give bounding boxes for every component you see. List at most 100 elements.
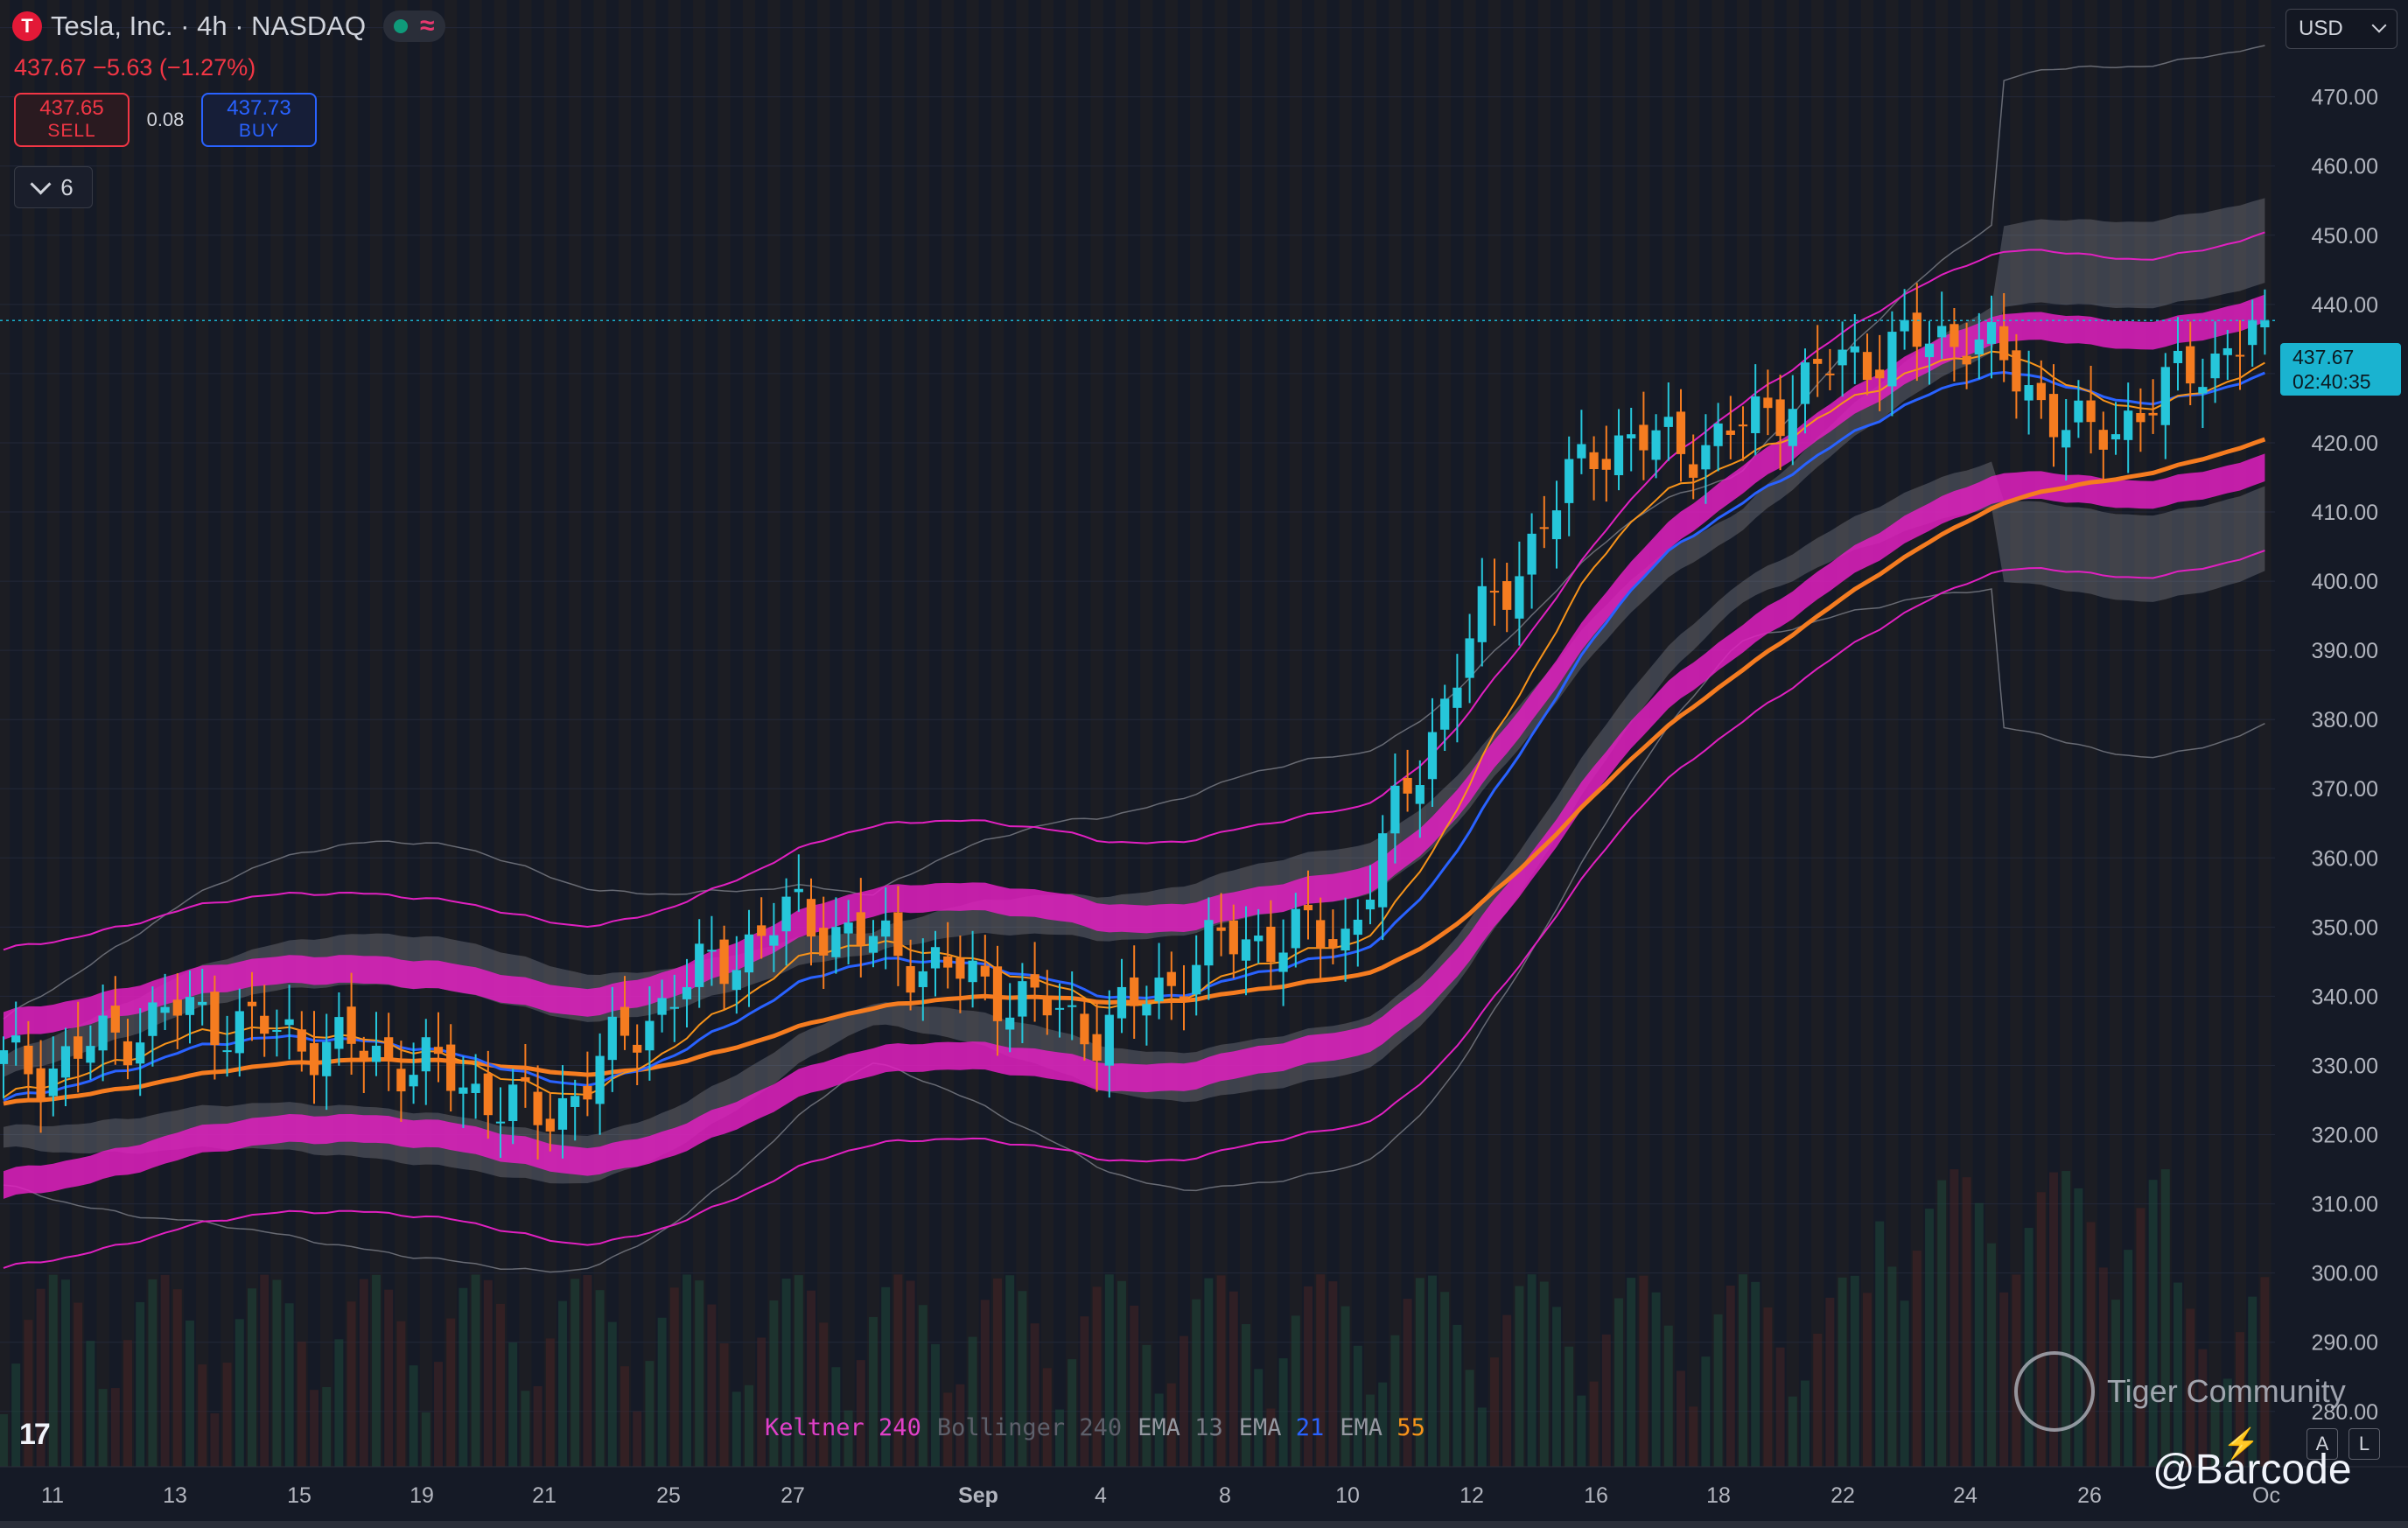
volume-bar (1937, 1180, 1947, 1467)
candle-body (1018, 981, 1027, 1017)
candle-body (1713, 423, 1723, 446)
market-status-pill[interactable]: ≈ (383, 11, 445, 42)
volume-bar (1366, 1394, 1375, 1467)
volume-bar (545, 1338, 555, 1467)
indicator-legend[interactable]: Keltner 240 Bollinger 240 EMA 13 EMA 21 EMA … (765, 1414, 1425, 1441)
buy-button[interactable]: 437.73 BUY (201, 93, 317, 147)
candle-body (1340, 929, 1350, 951)
candle-body (1875, 369, 1885, 379)
candle-body (60, 1046, 71, 1078)
candle-body (1228, 920, 1238, 955)
session-stripe (1811, 0, 1824, 1467)
auto-scale-button[interactable]: A (2306, 1428, 2338, 1460)
y-tick-label: 400.00 (2312, 570, 2378, 594)
legend-value: 240 (864, 1414, 921, 1441)
session-stripe (1463, 0, 1476, 1467)
volume-bar (384, 1289, 394, 1467)
session-stripe (990, 0, 1004, 1467)
candle-body (2048, 394, 2059, 438)
candle-body (1353, 919, 1362, 936)
tesla-logo-icon: T (12, 11, 42, 41)
log-scale-button[interactable]: L (2348, 1428, 2380, 1460)
legend-item-2[interactable]: EMA 13 (1138, 1414, 1223, 1441)
volume-bar (893, 1274, 903, 1467)
candle-body (844, 922, 853, 934)
volume-bar (61, 1279, 70, 1467)
volume-bar (1515, 1286, 1524, 1467)
legend-item-1[interactable]: Bollinger 240 (937, 1414, 1122, 1441)
volume-bar (633, 1411, 642, 1467)
session-stripe (1886, 0, 1899, 1467)
candle-body (2210, 353, 2220, 379)
bar-countdown: 02:40:35 (2292, 370, 2371, 393)
volume-bar (1739, 1274, 1747, 1467)
candle-body (1589, 452, 1599, 470)
session-stripe (792, 0, 805, 1467)
candle-body (1204, 920, 1214, 966)
candle-body (297, 1029, 306, 1052)
candle-body (1104, 1014, 1114, 1066)
candle-body (1701, 445, 1711, 470)
volume-bar (781, 1279, 791, 1467)
x-tick-label: 10 (1335, 1483, 1360, 1508)
session-stripe (693, 0, 706, 1467)
indicators-collapse-button[interactable]: 6 (14, 166, 93, 208)
candle-body (2024, 385, 2034, 401)
session-stripe (2159, 0, 2172, 1467)
candle-body (1912, 312, 1922, 347)
candle-body (508, 1084, 518, 1122)
candle-body (0, 1050, 9, 1064)
price-axis-background (2275, 0, 2408, 1467)
y-tick-label: 330.00 (2312, 1054, 2378, 1078)
session-stripe (1662, 0, 1675, 1467)
candle-body (1539, 527, 1549, 529)
legend-item-0[interactable]: Keltner 240 (765, 1414, 921, 1441)
sell-button[interactable]: 437.65 SELL (14, 93, 130, 147)
volume-bar (1863, 1293, 1872, 1467)
lightning-icon[interactable]: ⚡ (2222, 1427, 2260, 1461)
tradingview-logo-icon[interactable]: 17 (19, 1418, 51, 1451)
candle-body (1179, 996, 1189, 1003)
legend-item-4[interactable]: EMA 55 (1340, 1414, 1425, 1441)
x-tick-label: 8 (1219, 1483, 1231, 1508)
y-tick-label: 440.00 (2312, 293, 2378, 318)
volume-bar (918, 1305, 928, 1467)
volume-bar (745, 1384, 753, 1467)
candle-body (210, 992, 220, 1046)
candle-body (633, 1044, 642, 1053)
volume-bar (769, 1300, 779, 1467)
currency-select[interactable]: USD (2286, 9, 2398, 49)
session-stripe (842, 0, 855, 1467)
session-stripe (444, 0, 458, 1467)
volume-bar (74, 1302, 83, 1467)
volume-bar (1192, 1299, 1201, 1467)
x-tick-label: 4 (1095, 1483, 1107, 1508)
volume-bar (1092, 1286, 1102, 1467)
volume-bar (2036, 1192, 2046, 1467)
volume-bar (931, 1343, 940, 1467)
tiger-logo-icon (2014, 1351, 2095, 1432)
candle-body (36, 1068, 46, 1099)
session-stripe (2134, 0, 2147, 1467)
session-stripe (668, 0, 681, 1467)
volume-bar (1490, 1357, 1499, 1467)
candle-body (1241, 939, 1251, 961)
volume-bar (1825, 1297, 1835, 1467)
y-tick-label: 380.00 (2312, 708, 2378, 732)
trade-panel: 437.65 SELL 0.08 437.73 BUY (14, 93, 317, 147)
candle-body (1216, 927, 1226, 931)
candle-body (1862, 352, 1872, 381)
volume-bar (1676, 1370, 1685, 1467)
volume-bar (807, 1290, 816, 1467)
candle-body (24, 1045, 33, 1075)
candle-body (1676, 411, 1686, 454)
candle-body (2124, 410, 2133, 440)
legend-item-3[interactable]: EMA 21 (1239, 1414, 1325, 1441)
symbol-title[interactable]: Tesla, Inc. · 4h · NASDAQ (51, 11, 367, 41)
y-tick-label: 280.00 (2312, 1400, 2378, 1425)
legend-name: Keltner (765, 1414, 864, 1441)
candle-body (1068, 1005, 1077, 1007)
volume-bar (1228, 1291, 1238, 1467)
volume-bar (1726, 1286, 1735, 1467)
